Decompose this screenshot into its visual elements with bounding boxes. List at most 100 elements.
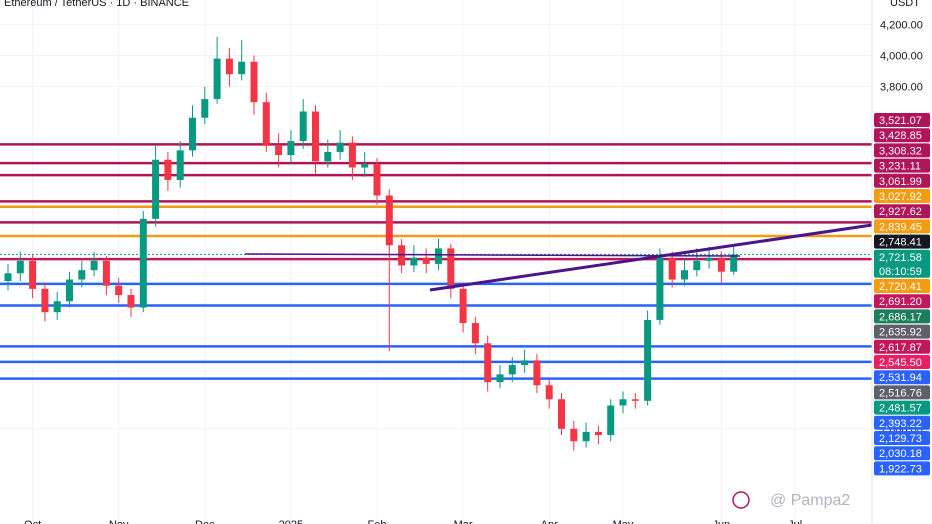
price-label-box [874,204,930,219]
candle-body [66,279,73,302]
candle-body [570,428,578,442]
candle-body [262,102,270,146]
candle-body [139,218,147,308]
price-label: 3,428.85 [879,130,922,142]
candle-body [705,257,713,261]
price-label: 3,027.92 [879,191,922,203]
candle-body [299,111,307,142]
price-label-box [874,113,930,127]
candle-body [176,150,184,180]
price-label: 2,617.87 [879,342,922,354]
candle-body [336,142,344,152]
candle-body [189,117,196,151]
candle-body [201,99,209,118]
price-label: 2,635.92 [879,327,922,339]
candle-body [631,399,639,401]
candle-body [127,295,135,308]
price-label: 1,922.73 [879,463,922,475]
candle-body [4,273,12,282]
candle-body [644,319,652,401]
price-label-box [874,234,930,249]
candle-body [102,260,110,286]
price-label: 2,720.41 [879,281,922,293]
candle-body [619,399,627,406]
price-axis: 4,200.004,000.003,800.001,600.003,521.07… [874,19,930,476]
price-label-box [874,173,930,188]
price-label-box [874,143,930,158]
price-label: 2,030.18 [879,448,922,460]
x-tick-label: 2025 [279,519,303,524]
y-tick-label: 4,200.00 [880,19,923,31]
price-label-box [874,461,930,476]
price-label: 3,308.32 [879,145,922,157]
price-label-box [874,431,930,445]
candle-body [275,145,283,156]
price-label: 2,545.50 [879,357,922,369]
candle-body [41,288,49,313]
candle-body [287,141,295,156]
candle-body [312,111,319,162]
candle-body [471,323,479,344]
candle-body [422,257,430,264]
price-label: 2,691.20 [879,296,922,308]
price-label-box [874,279,930,293]
trend-line [429,223,873,292]
candles [4,36,738,451]
candle-body [324,151,332,162]
candle-body [373,164,381,196]
x-tick-label: Nov [109,519,129,524]
candle-body [607,405,615,436]
price-label-box [874,355,930,369]
x-tick-label: Feb [368,519,387,524]
price-label-box [874,309,930,324]
price-label: 2,129.73 [879,433,922,445]
price-label-box [874,249,930,278]
price-label-box [874,415,930,430]
candle-body [558,399,565,429]
price-label-box [874,158,930,173]
grid [0,0,872,524]
price-label: 2,531.94 [879,372,922,384]
candle-body [225,58,233,75]
candle-body [594,431,602,436]
candle-body [681,270,688,280]
candle-body [29,260,37,289]
chart-title: Ethereum / TetherUS · 1D · BINANCE [4,0,189,9]
x-tick-label: Oct [24,519,41,524]
price-label-box [874,339,930,354]
candle-body [717,257,725,272]
x-tick-label: Jun [713,519,731,524]
trend-line [244,253,741,257]
price-label: 2,516.76 [879,387,922,399]
y-tick-label: 3,800.00 [880,82,923,94]
candle-body [213,58,221,100]
candle-body [348,142,356,168]
price-label: 3,061.99 [879,176,922,188]
candle-body [250,61,258,103]
price-label: 3,231.11 [879,161,921,173]
candle-body [435,248,442,264]
x-tick-label: May [613,519,634,524]
price-label-box [874,294,930,309]
candle-body [582,431,590,442]
x-tick-label: Jul [788,519,802,524]
candle-body [447,248,455,289]
candle-body [459,288,467,324]
candle-body [152,159,160,219]
candle-body [361,164,369,168]
candle-body [16,260,24,274]
price-label: 2,721.58 [879,252,922,264]
price-label-box [874,370,930,385]
price-label-box [874,400,930,415]
candle-body [693,260,701,271]
x-tick-label: Apr [541,519,558,524]
candle-body [90,260,98,271]
price-label: 2,393.22 [879,418,922,430]
price-label-box [874,189,930,203]
x-tick-label: Dec [195,519,215,524]
price-label: 2,481.57 [879,403,922,415]
price-label: 2,686.17 [879,311,922,323]
candle-body [410,257,418,266]
